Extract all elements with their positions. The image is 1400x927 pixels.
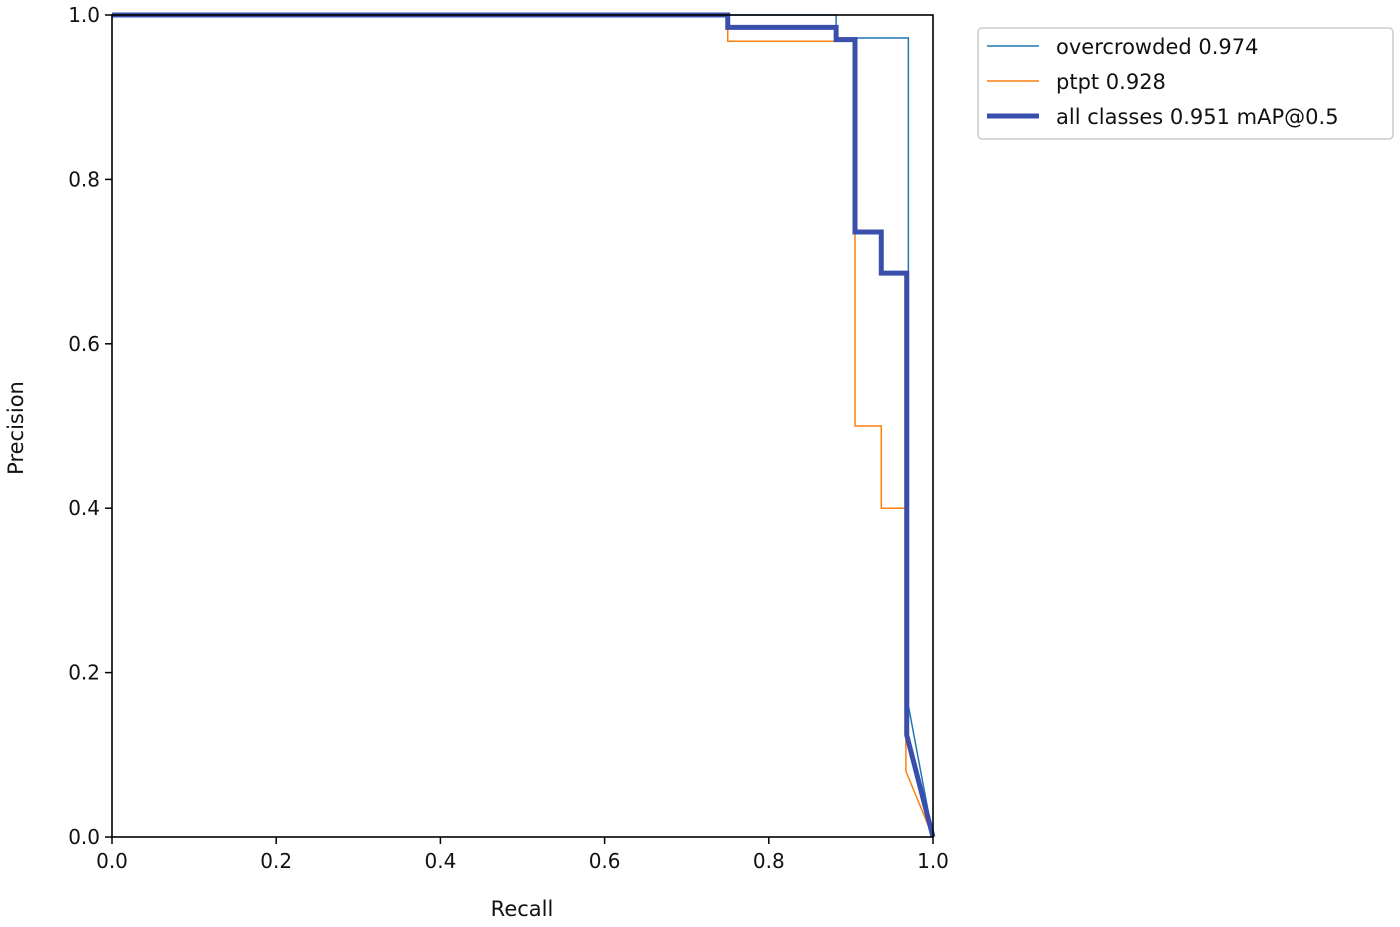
legend-label-1: ptpt 0.928 — [1056, 70, 1166, 94]
series-line-2 — [112, 12, 936, 838]
x-tick-label: 0.8 — [753, 849, 785, 873]
x-axis-label: Recall — [491, 897, 554, 921]
series-line-0 — [112, 14, 934, 838]
plot-frame — [111, 14, 934, 838]
x-tick-label: 0.4 — [424, 849, 456, 873]
legend-label-2: all classes 0.951 mAP@0.5 — [1056, 105, 1339, 129]
x-tick-label: 0.0 — [96, 849, 128, 873]
y-tick-label: 1.0 — [68, 3, 100, 27]
series-line-1 — [112, 14, 934, 838]
y-tick-label: 0.2 — [68, 661, 100, 685]
legend-label-0: overcrowded 0.974 — [1056, 35, 1258, 59]
legend: overcrowded 0.974 ptpt 0.928 all classes 0… — [977, 27, 1394, 140]
y-tick-label: 0.8 — [68, 167, 100, 191]
y-tick-label: 0.6 — [68, 332, 100, 356]
x-tick-label: 0.6 — [589, 849, 621, 873]
y-tick-label: 0.0 — [68, 825, 100, 849]
legend-box — [977, 27, 1394, 140]
y-axis-label: Precision — [4, 381, 28, 475]
x-tick-label: 1.0 — [917, 849, 949, 873]
x-tick-label: 0.2 — [260, 849, 292, 873]
y-tick-label: 0.4 — [68, 496, 100, 520]
